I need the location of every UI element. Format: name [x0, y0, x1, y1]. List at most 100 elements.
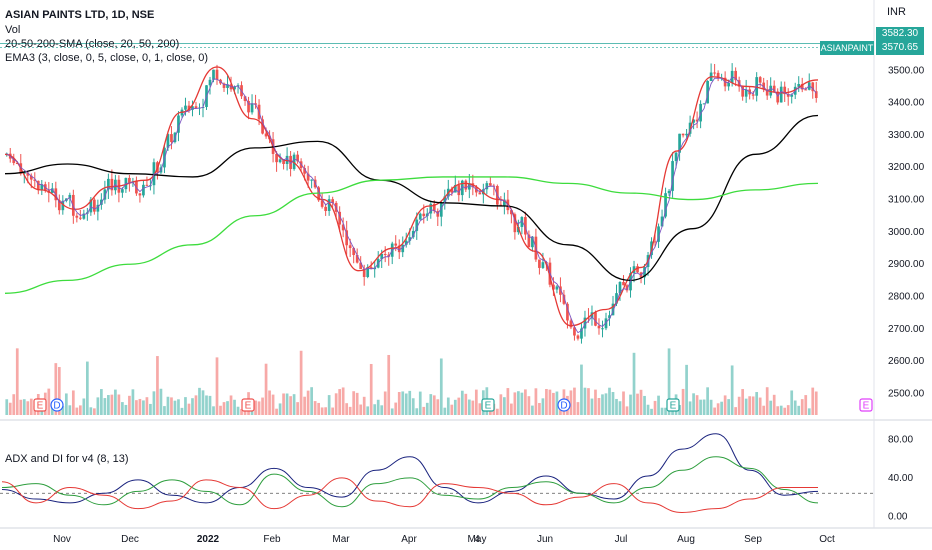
candle-body [674, 152, 678, 162]
adx-legend[interactable]: ADX and DI for v4 (8, 13) [5, 453, 129, 465]
volume-bar [744, 398, 748, 415]
candle-body [664, 193, 667, 217]
sma-legend[interactable]: 20-50-200-SMA (close, 20, 50, 200) [5, 38, 180, 50]
volume-bar [597, 398, 601, 415]
earnings-marker [859, 398, 873, 412]
candle-body [576, 335, 580, 339]
candle-body [601, 328, 604, 330]
candle-body [408, 237, 412, 241]
candle-body [604, 318, 608, 329]
volume-bar [727, 399, 730, 415]
symbol-price-tag: ASIANPAINT [820, 41, 874, 55]
volume-bar [772, 394, 776, 415]
candle-body [394, 243, 398, 246]
price-axis: 2500.00 2600.00 2700.00 2800.00 2900.00 3000.… [888, 65, 925, 399]
candle-body [93, 199, 96, 212]
candle-body [142, 184, 145, 196]
symbol-title: ASIAN PAINTS LTD, 1D, NSE [5, 9, 155, 21]
volume-bar [180, 407, 184, 415]
candle-body [786, 94, 790, 97]
volume-bar [362, 396, 366, 415]
ema-legend[interactable]: EMA3 (3, close, 0, 5, close, 0, 1, close… [5, 52, 208, 64]
price-tick-label: 2800.00 [888, 292, 925, 303]
candle-body [75, 215, 79, 218]
volume-bar [720, 401, 723, 415]
volume-bar [303, 396, 306, 415]
volume-bar [524, 389, 527, 415]
candle-body [643, 266, 646, 278]
volume-bar [467, 399, 471, 415]
candle-body [303, 168, 306, 174]
volume-bar [401, 391, 405, 415]
volume-bar [282, 393, 285, 415]
candle-body [685, 133, 688, 136]
volume-bar [548, 389, 552, 415]
volume-bar [432, 395, 436, 415]
candle-body [359, 262, 363, 269]
volume-bar [713, 407, 716, 415]
time-tick-label: Oct [819, 534, 835, 545]
volume-bar [93, 408, 96, 415]
earnings-marker [666, 398, 680, 412]
candle-body [618, 281, 622, 294]
candle-body [425, 213, 429, 217]
candle-body [212, 69, 215, 80]
volume-bar [394, 402, 398, 415]
volume-bar [359, 404, 363, 415]
volume-bar [587, 388, 590, 415]
volume-bar [765, 387, 769, 415]
candle-body [734, 70, 738, 81]
sma-20-line [4, 66, 819, 327]
volume-bar [667, 348, 671, 415]
volume-bar [240, 408, 243, 415]
volume-bar [604, 393, 608, 415]
volume-bar [12, 394, 16, 415]
candle-body [362, 268, 366, 277]
candle-body [503, 199, 506, 206]
volume-bar [446, 397, 450, 415]
last-price-tag: 3570.65 [876, 41, 924, 55]
candle-body [671, 161, 674, 191]
volume-bar [390, 408, 394, 415]
volume-bar [19, 399, 23, 415]
volume-bar [233, 399, 236, 415]
volume-bar [299, 350, 303, 415]
candle-body [177, 115, 180, 133]
candle-body [594, 312, 597, 326]
candle-body [653, 241, 657, 243]
volume-bar [26, 401, 30, 415]
volume-bar [639, 389, 643, 415]
time-tick-label: Feb [263, 534, 281, 545]
volume-bar [121, 402, 124, 415]
volume-bar [797, 405, 801, 415]
volume-bar [488, 408, 492, 415]
volume-bar [103, 398, 107, 415]
di-minus-line [1, 477, 819, 513]
candle-body [289, 155, 292, 170]
volume-bar [82, 398, 86, 415]
candle-body [625, 285, 629, 291]
candle-body [338, 211, 342, 225]
candle-body [769, 85, 773, 96]
candle-body [727, 82, 730, 87]
dividend-marker [557, 398, 571, 412]
time-tick-label: Nov [53, 534, 71, 545]
volume-bar [268, 390, 271, 415]
candle-body [811, 82, 815, 92]
volume-bar [198, 387, 201, 415]
candle-body [524, 217, 527, 235]
volume-bar [681, 388, 685, 415]
volume-bar [15, 348, 19, 415]
candle-body [208, 79, 212, 86]
price-tick-label: 3400.00 [888, 98, 925, 109]
volume-bar [114, 389, 117, 415]
volume-bar [573, 387, 576, 415]
time-tick-label: Aug [677, 534, 695, 545]
volume-bar [306, 390, 310, 415]
volume-bar [131, 389, 135, 415]
vol-legend[interactable]: Vol [5, 24, 21, 36]
time-tick-label: May [468, 534, 487, 545]
volume-bar [520, 392, 524, 415]
